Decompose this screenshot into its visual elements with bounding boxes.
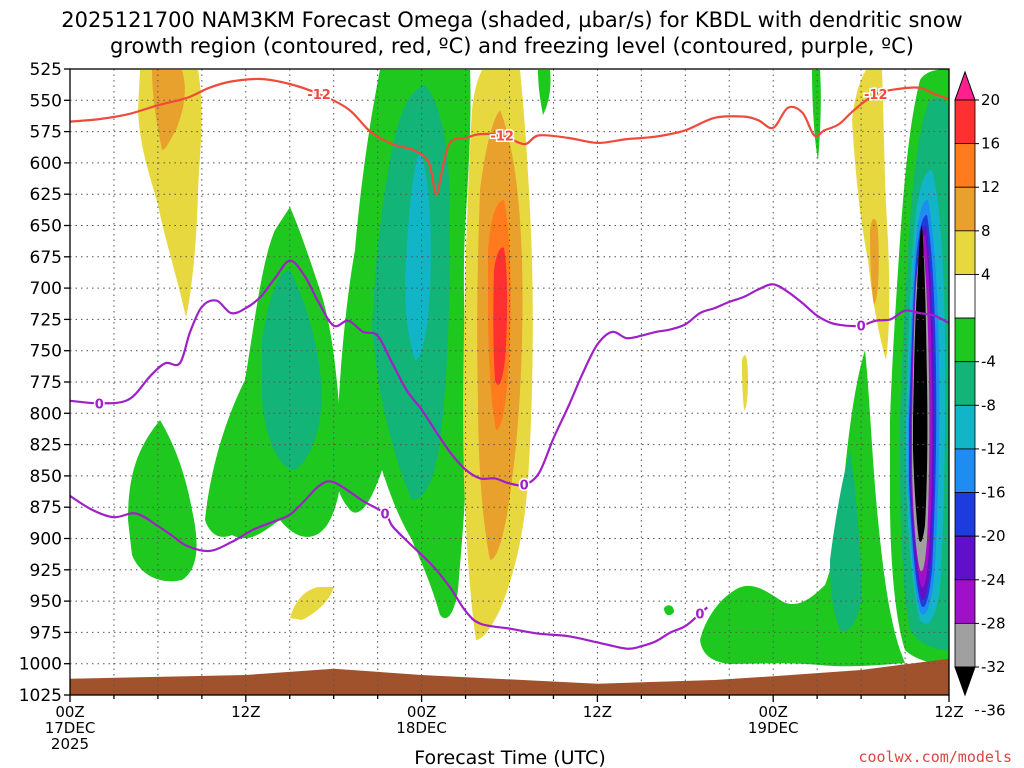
contour-label: 0 [857,320,866,335]
colorbar-tick-label: -24 [981,571,1006,589]
colorbar-bin [954,579,976,624]
x-axis-label: Forecast Time (UTC) [414,747,605,768]
colorbar-top-arrow [954,70,976,101]
y-tick-label: 775 [30,373,62,393]
y-tick-label: 950 [30,592,62,612]
chart-title-line1: 2025121700 NAM3KM Forecast Omega (shaded… [61,8,962,32]
colorbar-bottom-arrow [954,666,976,697]
y-tick-label: 850 [30,467,62,487]
shade-positive-early-core [152,70,185,150]
contour-label: 0 [95,397,104,412]
y-tick-label: 625 [30,185,62,205]
contour-lines: -12 -12 -12 0 0 0 0 0 [70,77,949,650]
colorbar-bin [954,622,976,668]
y-axis: 525 550 575 600 625 650 675 700 725 750 775 800 825 8… [19,60,70,706]
x-tick-label: 18DEC [396,719,447,737]
y-tick-label: 900 [30,530,62,550]
colorbar-bin [954,99,976,145]
shade-negative-speck [664,605,674,616]
contour-label: 0 [695,608,704,623]
contour-label: -12 [307,88,331,103]
x-tick-label: 00Z [407,703,436,721]
x-tick-label: 19DEC [748,719,799,737]
colorbar-bin [954,186,976,232]
colorbar-bin [954,317,976,363]
contour-freezing-1 [70,259,949,487]
shade-negative-late-low-core [830,450,862,631]
y-tick-label: 600 [30,154,62,174]
shade-positive-main-core [493,247,508,385]
colorbar-tick-label: -20 [981,527,1006,545]
shade-negative-small-top [538,70,551,115]
y-tick-label: 1000 [19,655,62,675]
contour-label: -12 [864,88,888,103]
contour-label: 0 [380,507,389,522]
x-tick-label: 17DEC [45,719,96,737]
omega-shading [128,69,949,667]
y-tick-label: 875 [30,498,62,518]
y-tick-label: 675 [30,248,62,268]
colorbar-tick-label: -4 [981,353,996,371]
shade-negative-small-top2 [812,70,821,160]
shade-negative-main-core [405,150,431,360]
x-tick-label: 12Z [583,703,612,721]
x-tick-label: 00Z [759,703,788,721]
contour-label: 0 [520,479,529,494]
colorbar-tick-label: -8 [981,396,996,414]
y-tick-label: 825 [30,436,62,456]
shade-negative-mid-core [262,270,322,470]
y-tick-label: 575 [30,123,62,143]
shade-positive-small-low [290,587,334,620]
colorbar-tick-label: 4 [981,265,991,283]
y-tick-label: 525 [30,60,62,80]
y-tick-label: 650 [30,217,62,237]
shade-positive-late-core [870,218,879,305]
y-tick-label: 800 [30,404,62,424]
y-tick-label: 925 [30,561,62,581]
y-tick-label: 725 [30,310,62,330]
x-tick-label: 12Z [934,703,963,721]
colorbar-tick-label: -32 [981,658,1006,676]
colorbar-tick-label: -12 [981,440,1006,458]
contour-freezing-2 [70,480,709,650]
y-tick-label: 750 [30,342,62,362]
contour-label: -12 [490,129,514,144]
colorbar: 20 16 12 8 4 -4 -8 -12 -16 -20 -24 -28 -32 -36 [954,70,1006,720]
colorbar-bin [954,361,976,406]
colorbar-tick-label: -16 [981,484,1006,502]
colorbar-tick-label: 8 [981,222,991,240]
colorbar-bin [954,448,976,493]
colorbar-tick-label: 20 [981,91,1000,109]
chart-title-line2: growth region (contoured, red, ºC) and f… [110,34,914,58]
shade-positive-small-mid [742,355,748,410]
shade-negative-late-max [913,225,928,542]
colorbar-tick-label: -36 [981,702,1006,720]
y-tick-label: 700 [30,279,62,299]
colorbar-tick-label: -28 [981,614,1006,632]
y-tick-label: 975 [30,623,62,643]
y-tick-label: 1025 [19,686,62,706]
shade-positive-late [852,70,890,360]
credit-text: coolwx.com/models [858,748,1012,766]
colorbar-tick-label: 16 [981,135,1000,153]
x-tick-label: 2025 [51,735,89,753]
colorbar-tick-label: 12 [981,178,1000,196]
contour-dgz-0 [70,77,949,196]
x-tick-label: 00Z [55,703,84,721]
x-tick-label: 12Z [231,703,260,721]
colorbar-bin [954,143,976,188]
colorbar-bin [954,535,976,581]
colorbar-bin [954,492,976,537]
colorbar-bin [954,404,976,450]
y-tick-label: 550 [30,91,62,111]
grid-lines [70,69,949,695]
colorbar-bin [954,274,976,319]
colorbar-bin [954,230,976,275]
